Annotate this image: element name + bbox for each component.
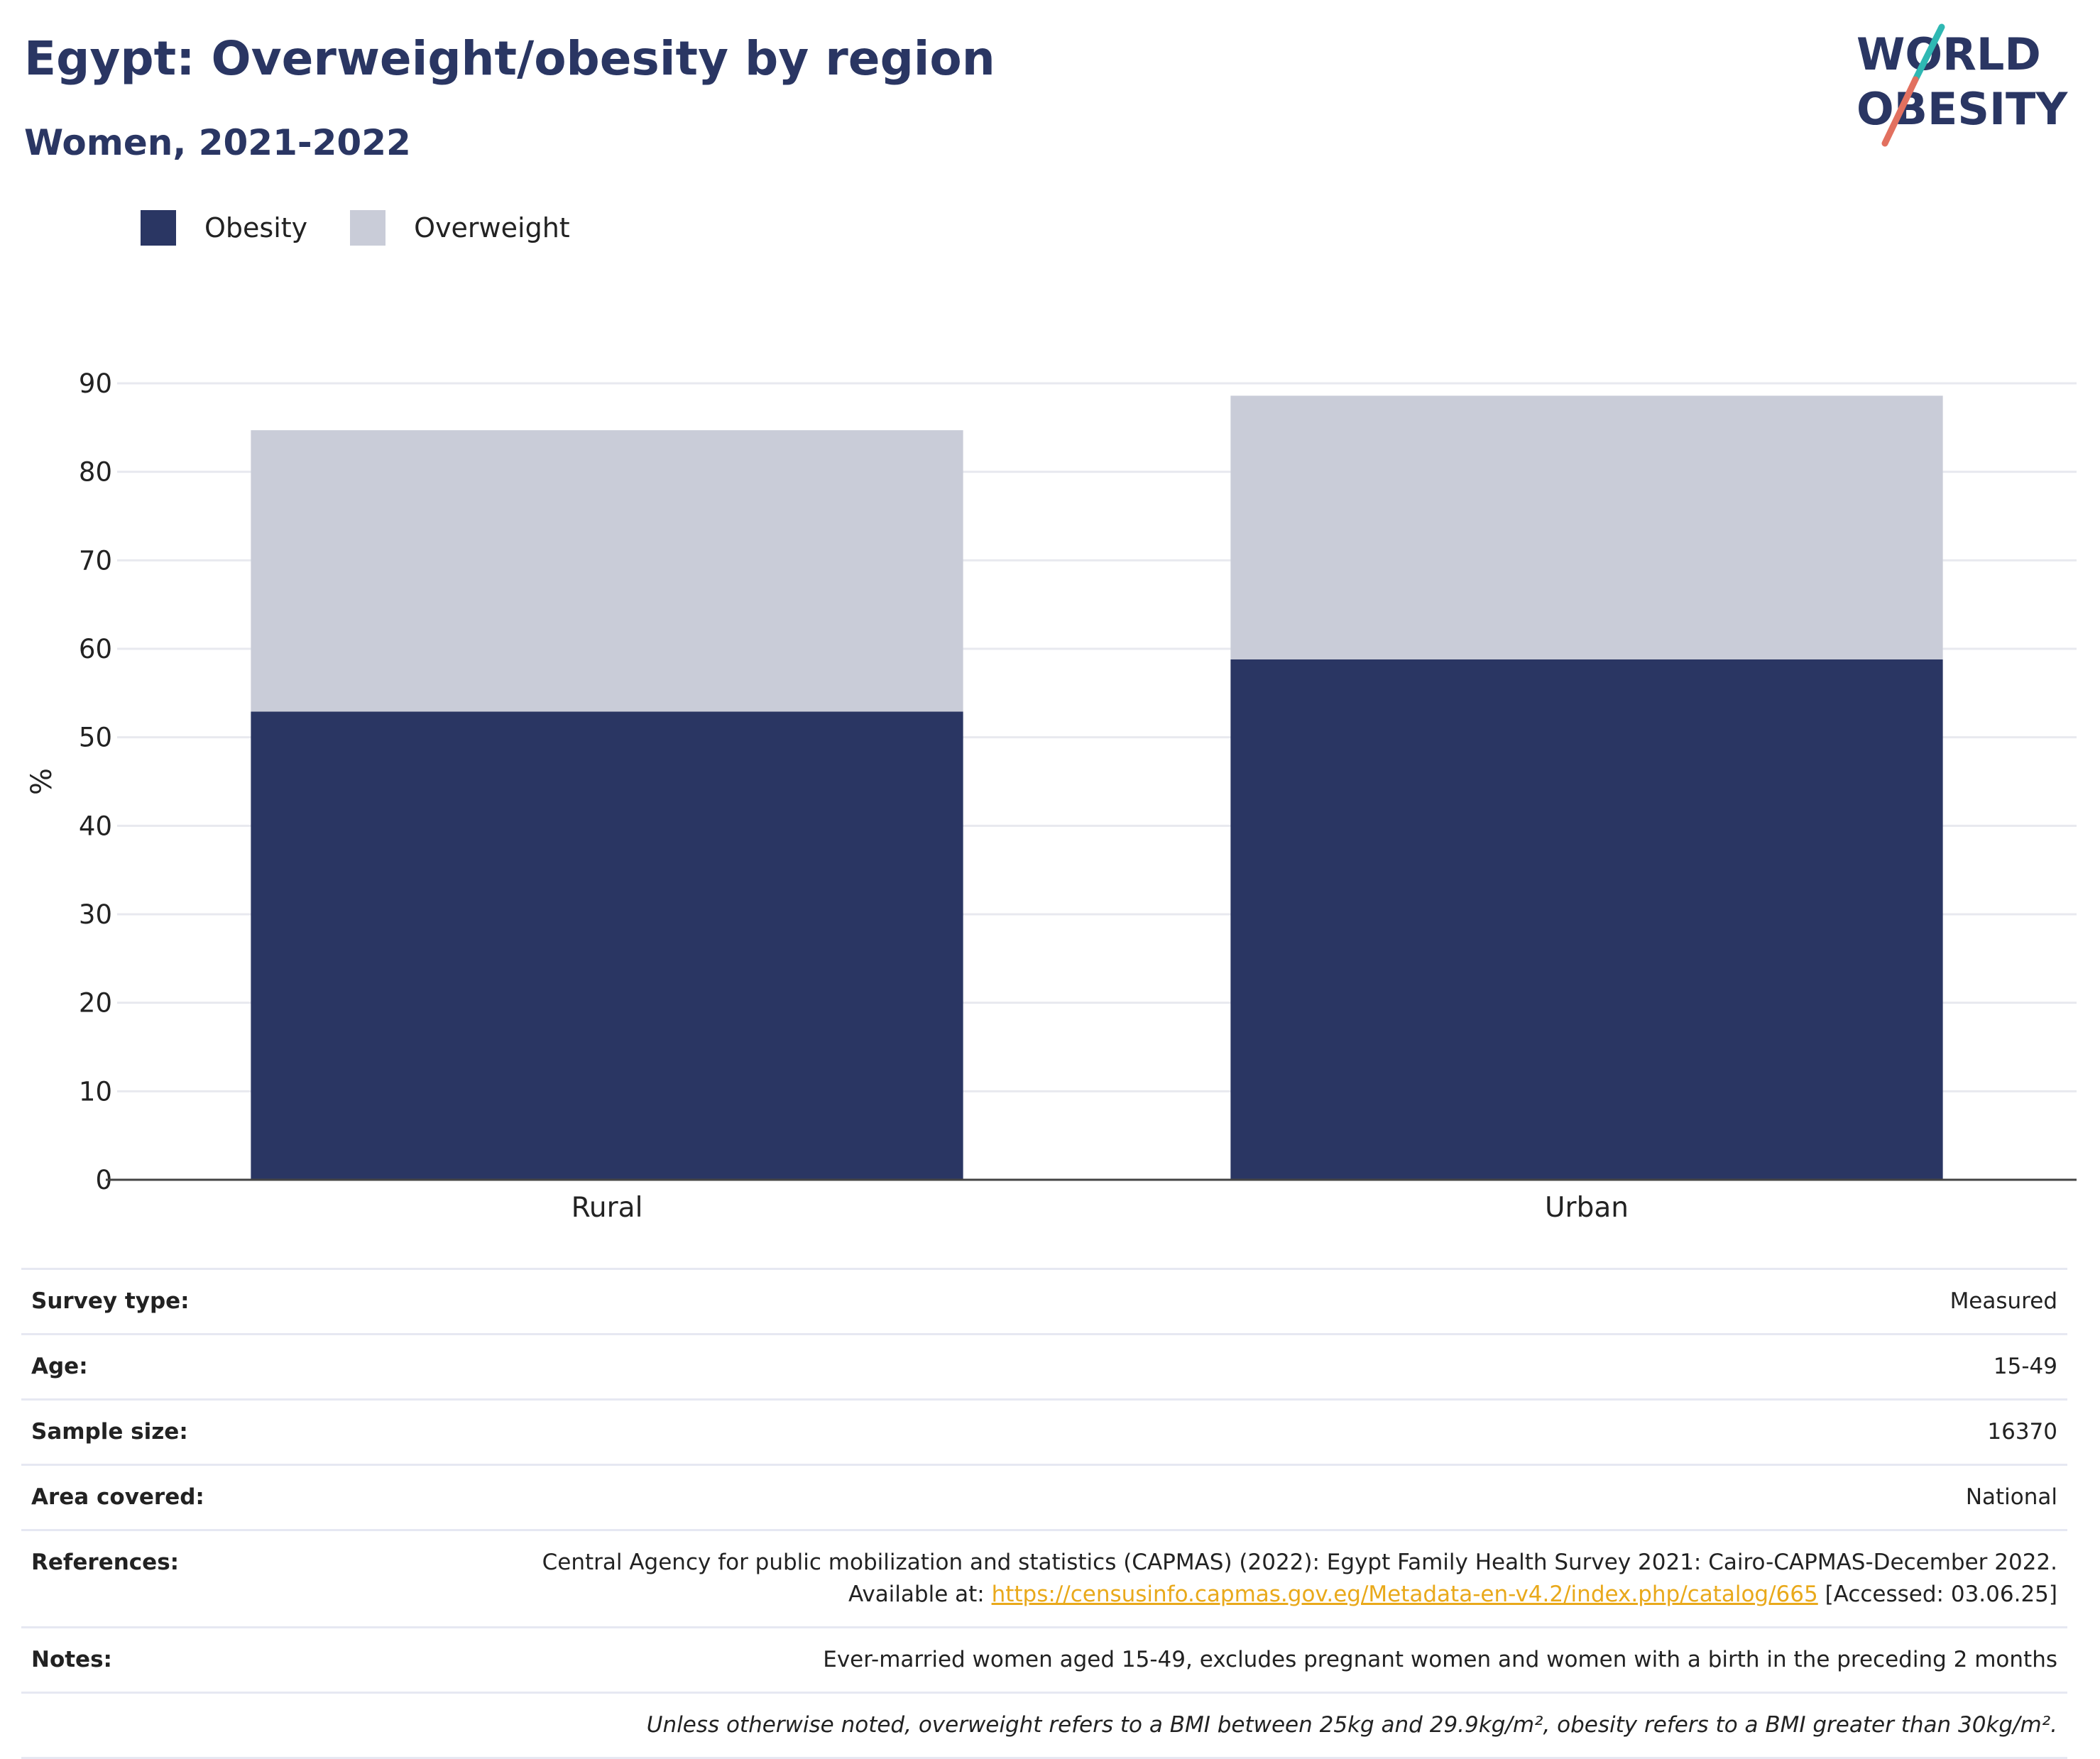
legend-item-overweight[interactable]: Overweight bbox=[350, 210, 570, 246]
info-value: National bbox=[467, 1463, 2067, 1530]
bar-obesity-urban bbox=[1230, 659, 1943, 1180]
reference-link[interactable]: https://censusinfo.capmas.gov.eg/Metadat… bbox=[991, 1581, 1818, 1607]
info-value: Ever-married women aged 15-49, excludes … bbox=[467, 1626, 2067, 1693]
info-key: Notes: bbox=[21, 1626, 467, 1693]
legend-item-obesity[interactable]: Obesity bbox=[141, 210, 307, 246]
info-value-references: Central Agency for public mobilization a… bbox=[467, 1528, 2067, 1628]
info-key: Age: bbox=[21, 1332, 467, 1400]
chart-legend: Obesity Overweight bbox=[141, 210, 613, 246]
y-tick-label: 10 bbox=[79, 1076, 112, 1107]
info-row-footnote: Unless otherwise noted, overweight refer… bbox=[21, 1691, 2067, 1759]
bar-overweight-urban bbox=[1230, 395, 1943, 659]
info-row-age: Age: 15-49 bbox=[21, 1332, 2067, 1400]
y-tick-label: 40 bbox=[79, 811, 112, 841]
world-obesity-logo: WORLD OBESITY bbox=[1856, 23, 2068, 147]
info-value: 16370 bbox=[467, 1398, 2067, 1465]
logo-stroke-bottom-icon bbox=[1881, 76, 1919, 147]
y-tick-label: 20 bbox=[79, 988, 112, 1019]
info-key: Area covered: bbox=[21, 1463, 467, 1530]
legend-swatch-overweight bbox=[350, 210, 386, 246]
y-tick-label: 30 bbox=[79, 899, 112, 930]
legend-label-obesity: Obesity bbox=[204, 212, 308, 243]
page-subtitle: Women, 2021-2022 bbox=[24, 122, 411, 163]
reference-accessed: [Accessed: 03.06.25] bbox=[1817, 1581, 2057, 1607]
y-tick-label: 80 bbox=[79, 457, 112, 488]
bar-chart: 0 10 20 30 40 50 60 70 80 90 Rural Urban% bbox=[26, 368, 2077, 1224]
survey-info-table: Survey type: Measured Age: 15-49 Sample … bbox=[21, 1268, 2067, 1759]
info-row-area-covered: Area covered: National bbox=[21, 1463, 2067, 1530]
info-row-survey-type: Survey type: Measured bbox=[21, 1268, 2067, 1335]
y-tick-label: 90 bbox=[79, 368, 112, 399]
info-row-notes: Notes: Ever-married women aged 15-49, ex… bbox=[21, 1626, 2067, 1693]
x-tick-label: Rural bbox=[572, 1192, 643, 1224]
info-key: References: bbox=[21, 1528, 467, 1628]
x-tick-label: Urban bbox=[1545, 1192, 1629, 1224]
y-tick-label: 60 bbox=[79, 634, 112, 664]
info-value: Measured bbox=[467, 1268, 2067, 1335]
info-value: 15-49 bbox=[467, 1332, 2067, 1400]
page-title: Egypt: Overweight/obesity by region bbox=[24, 31, 995, 86]
reference-text: Central Agency for public mobilization a… bbox=[542, 1549, 2057, 1607]
info-row-references: References: Central Agency for public mo… bbox=[21, 1528, 2067, 1628]
legend-label-overweight: Overweight bbox=[414, 212, 570, 243]
legend-swatch-obesity bbox=[141, 210, 176, 246]
bar-obesity-rural bbox=[251, 711, 963, 1180]
logo-stroke-top-icon bbox=[1912, 23, 1945, 83]
info-row-sample-size: Sample size: 16370 bbox=[21, 1398, 2067, 1465]
info-key: Sample size: bbox=[21, 1398, 467, 1465]
logo-line2: OBESITY bbox=[1856, 83, 2068, 135]
y-axis-label: % bbox=[26, 768, 58, 795]
bar-overweight-rural bbox=[251, 430, 963, 712]
footnote: Unless otherwise noted, overweight refer… bbox=[21, 1691, 2067, 1759]
logo-line1: WORLD bbox=[1856, 28, 2041, 80]
info-key: Survey type: bbox=[21, 1268, 467, 1335]
y-tick-label: 70 bbox=[79, 545, 112, 576]
y-tick-label: 0 bbox=[95, 1165, 112, 1195]
y-tick-label: 50 bbox=[79, 723, 112, 753]
